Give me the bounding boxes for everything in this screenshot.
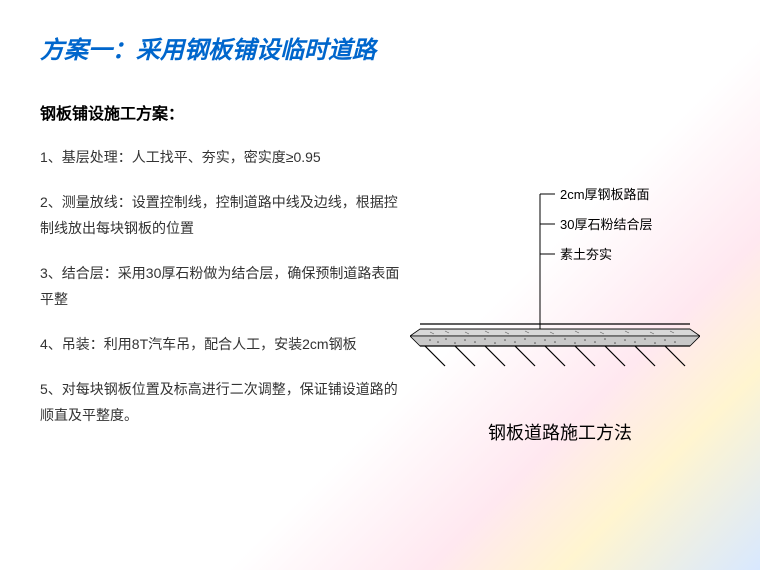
list-item: 4、吊装：利用8T汽车吊，配合人工，安装2cm钢板 (40, 331, 410, 358)
list-item: 3、结合层：采用30厚石粉做为结合层，确保预制道路表面平整 (40, 260, 410, 313)
list-item: 2、测量放线：设置控制线，控制道路中线及边线，根据控制线放出每块钢板的位置 (40, 189, 410, 242)
diagram-area: 2cm厚钢板路面 30厚石粉结合层 素土夯实 (410, 144, 710, 447)
construction-diagram: 2cm厚钢板路面 30厚石粉结合层 素土夯实 (410, 174, 700, 404)
list-item: 1、基层处理：人工找平、夯实，密实度≥0.95 (40, 144, 410, 171)
diagram-label-middle: 30厚石粉结合层 (560, 217, 652, 232)
diagram-label-top: 2cm厚钢板路面 (560, 187, 650, 202)
subtitle: 钢板铺设施工方案： (0, 65, 760, 124)
content-area: 1、基层处理：人工找平、夯实，密实度≥0.95 2、测量放线：设置控制线，控制道… (0, 124, 760, 447)
page-title: 方案一：采用钢板铺设临时道路 (0, 0, 760, 65)
diagram-label-bottom: 素土夯实 (560, 247, 612, 262)
construction-steps-list: 1、基层处理：人工找平、夯实，密实度≥0.95 2、测量放线：设置控制线，控制道… (40, 144, 410, 447)
list-item: 5、对每块钢板位置及标高进行二次调整，保证铺设道路的顺直及平整度。 (40, 376, 410, 429)
diagram-caption: 钢板道路施工方法 (410, 419, 710, 445)
